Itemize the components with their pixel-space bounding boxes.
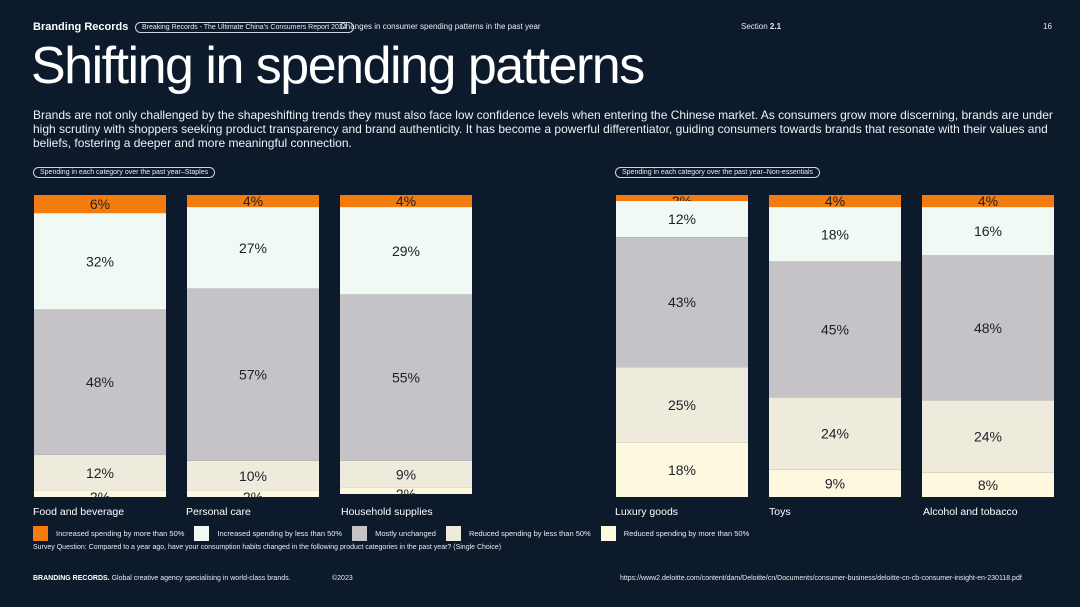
legend-swatch [600, 525, 616, 541]
bar-segment-toys-5 [769, 469, 901, 497]
bar-segment-household-supplies-4 [340, 460, 472, 488]
data-label-toys-3: 45% [821, 321, 849, 337]
footer-copyright: ©2023 [332, 575, 353, 582]
bar-segment-household-supplies-3 [340, 294, 472, 461]
data-label-alcohol-and-tobacco-2: 16% [974, 223, 1002, 239]
data-label-toys-4: 24% [821, 426, 849, 442]
legend-item: Increased spending by more than 50% [33, 525, 185, 541]
bar-segment-food-and-beverage-5 [34, 490, 166, 497]
legend-swatch [33, 525, 48, 541]
staples-group-label: Spending in each category over the past … [33, 167, 216, 178]
bar-segment-luxury-goods-3 [616, 237, 748, 368]
report-pill: Breaking Records - The Ultimate China's … [135, 22, 354, 33]
bar-segment-personal-care-4 [187, 460, 319, 491]
legend-swatch [352, 525, 368, 541]
legend-label: Reduced spending by more than 50% [623, 528, 750, 538]
legend-label: Mostly unchanged [375, 528, 436, 538]
data-label-personal-care-5: 2% [243, 489, 263, 505]
category-label-food-and-beverage: Food and beverage [33, 506, 125, 518]
bar-segment-household-supplies-1 [340, 195, 472, 208]
data-label-household-supplies-5: 2% [396, 486, 416, 502]
legend-swatch [194, 525, 210, 541]
legend-item: Reduced spending by more than 50% [600, 525, 750, 541]
legend-item: Mostly unchanged [352, 525, 436, 541]
bar-segment-food-and-beverage-2 [34, 213, 166, 310]
header-subtitle: Changes in consumer spending patterns in… [340, 22, 541, 31]
brand-logo: Branding Records [33, 21, 129, 33]
data-label-personal-care-4: 10% [239, 468, 267, 484]
legend-item: Increased spending by less than 50% [194, 525, 343, 541]
data-label-toys-2: 18% [821, 226, 849, 242]
legend-item: Reduced spending by less than 50% [445, 525, 591, 541]
data-label-luxury-goods-4: 25% [668, 397, 696, 413]
data-label-food-and-beverage-2: 32% [86, 253, 114, 269]
bar-segment-personal-care-1 [187, 195, 319, 208]
data-label-personal-care-3: 57% [239, 367, 267, 383]
legend-swatch [445, 525, 461, 541]
category-label-toys: Toys [769, 506, 791, 518]
section-number: 2.1 [769, 22, 782, 31]
bar-segment-luxury-goods-4 [616, 367, 748, 443]
data-label-food-and-beverage-5: 2% [90, 489, 110, 505]
data-label-toys-1: 4% [825, 193, 845, 209]
section-indicator: Section 2.1 [741, 22, 781, 31]
bar-segment-alcohol-and-tobacco-1 [922, 195, 1054, 208]
legend-label: Increased spending by less than 50% [217, 528, 343, 538]
category-label-alcohol-and-tobacco: Alcohol and tobacco [923, 506, 1018, 518]
page-title: Shifting in spending patterns [31, 37, 645, 95]
data-label-household-supplies-1: 4% [396, 193, 416, 209]
bar-segment-personal-care-5 [187, 490, 319, 497]
data-label-luxury-goods-2: 12% [668, 211, 696, 227]
bar-segment-toys-1 [769, 195, 901, 208]
bar-segment-toys-4 [769, 397, 901, 470]
footer-brand-line: BRANDING RECORDS. Global creative agency… [33, 575, 291, 582]
section-label: Section [741, 22, 768, 31]
data-label-food-and-beverage-1: 6% [90, 196, 110, 212]
bar-segment-luxury-goods-1 [616, 195, 748, 202]
bar-segment-toys-3 [769, 261, 901, 398]
bar-segment-food-and-beverage-1 [34, 195, 166, 214]
footer-brand: BRANDING RECORDS. [33, 575, 110, 582]
bar-segment-household-supplies-5 [340, 487, 472, 494]
bar-segment-alcohol-and-tobacco-3 [922, 255, 1054, 401]
survey-question: Survey Question: Compared to a year ago,… [33, 544, 502, 551]
data-label-food-and-beverage-4: 12% [86, 465, 114, 481]
legend-label: Increased spending by more than 50% [56, 528, 185, 538]
chart-legend: Increased spending by more than 50% Incr… [33, 525, 759, 541]
bar-segment-toys-2 [769, 207, 901, 262]
data-label-alcohol-and-tobacco-3: 48% [974, 320, 1002, 336]
category-label-personal-care: Personal care [186, 506, 251, 518]
bar-segment-food-and-beverage-3 [34, 309, 166, 455]
data-label-household-supplies-4: 9% [396, 466, 416, 482]
bar-segment-alcohol-and-tobacco-5 [922, 472, 1054, 497]
page-number: 16 [1043, 22, 1052, 31]
data-label-alcohol-and-tobacco-4: 24% [974, 429, 1002, 445]
footer-tagline: Global creative agency specialising in w… [111, 575, 291, 582]
data-label-household-supplies-2: 29% [392, 243, 420, 259]
data-label-luxury-goods-3: 43% [668, 294, 696, 310]
intro-paragraph: Brands are not only challenged by the sh… [33, 108, 1053, 150]
data-label-household-supplies-3: 55% [392, 370, 420, 386]
bar-segment-luxury-goods-2 [616, 201, 748, 238]
data-label-personal-care-2: 27% [239, 240, 267, 256]
category-label-luxury-goods: Luxury goods [615, 506, 679, 518]
data-label-alcohol-and-tobacco-5: 8% [978, 477, 998, 493]
non-essentials-group-label: Spending in each category over the past … [615, 167, 821, 178]
bar-segment-alcohol-and-tobacco-2 [922, 207, 1054, 256]
data-label-toys-5: 9% [825, 475, 845, 491]
data-label-alcohol-and-tobacco-1: 4% [978, 193, 998, 209]
bar-segment-alcohol-and-tobacco-4 [922, 400, 1054, 473]
legend-label: Reduced spending by less than 50% [468, 528, 591, 538]
category-label-household-supplies: Household supplies [341, 506, 433, 518]
bar-segment-personal-care-2 [187, 207, 319, 289]
bar-segment-personal-care-3 [187, 288, 319, 461]
footer-source-link[interactable]: https://www2.deloitte.com/content/dam/De… [620, 575, 1022, 582]
bar-segment-luxury-goods-5 [616, 442, 748, 497]
data-label-personal-care-1: 4% [243, 193, 263, 209]
data-label-luxury-goods-5: 18% [668, 462, 696, 478]
bar-segment-household-supplies-2 [340, 207, 472, 295]
data-label-food-and-beverage-3: 48% [86, 374, 114, 390]
bar-segment-food-and-beverage-4 [34, 454, 166, 491]
